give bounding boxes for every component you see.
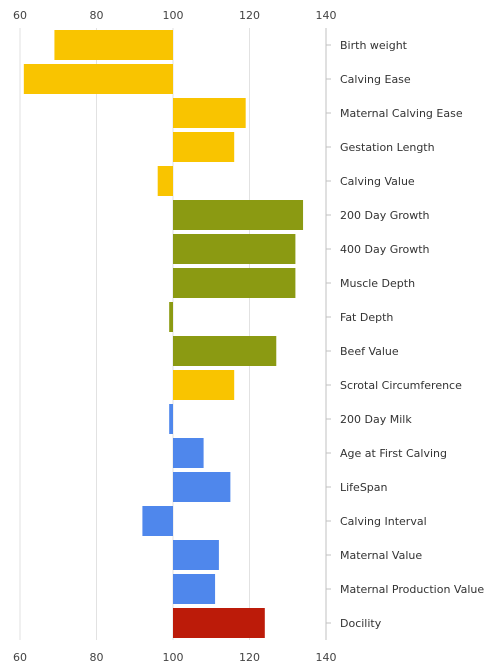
category-labels: Birth weight Calving Ease Maternal Calving…	[340, 39, 484, 630]
bar-maternal-calving-ease	[173, 98, 246, 128]
bar-scrotal-circumference	[173, 370, 235, 400]
category-label: Maternal Production Value	[340, 583, 484, 596]
category-label: Gestation Length	[340, 141, 435, 154]
category-label: Scrotal Circumference	[340, 379, 462, 392]
bar-fat-depth	[169, 302, 173, 332]
x-tick-label-top: 100	[163, 9, 184, 22]
x-tick-label-top: 80	[90, 9, 104, 22]
category-label: Age at First Calving	[340, 447, 447, 460]
bar-maternal-value	[173, 540, 219, 570]
x-tick-label-bottom: 80	[90, 651, 104, 664]
x-tick-label-top: 120	[239, 9, 260, 22]
x-tick-label-bottom: 100	[163, 651, 184, 664]
x-tick-label-top: 60	[13, 9, 27, 22]
category-label: Beef Value	[340, 345, 399, 358]
bar-docility	[173, 608, 265, 638]
axes: 60 60 80 80 100 100 120 120 140 140	[13, 9, 337, 664]
category-label: Calving Value	[340, 175, 415, 188]
bar-age-at-first-calving	[173, 438, 204, 468]
bar-calving-value	[157, 166, 173, 196]
category-label: Calving Ease	[340, 73, 411, 86]
category-label: Docility	[340, 617, 382, 630]
x-tick-label-bottom: 120	[239, 651, 260, 664]
bar-calving-ease	[23, 64, 174, 94]
category-label: Birth weight	[340, 39, 408, 52]
bar-muscle-depth	[173, 268, 296, 298]
bar-gestation-length	[173, 132, 235, 162]
x-tick-label-bottom: 60	[13, 651, 27, 664]
bar-maternal-production-value	[173, 574, 216, 604]
x-tick-label-bottom: 140	[316, 651, 337, 664]
category-label: Fat Depth	[340, 311, 393, 324]
category-label: 200 Day Growth	[340, 209, 430, 222]
bar-400-day-growth	[173, 234, 296, 264]
bar-calving-interval	[142, 506, 173, 536]
x-tick-label-top: 140	[316, 9, 337, 22]
category-label: 200 Day Milk	[340, 413, 412, 426]
category-label: Maternal Calving Ease	[340, 107, 463, 120]
category-label: Calving Interval	[340, 515, 427, 528]
bar-200-day-growth	[173, 200, 304, 230]
bar-lifespan	[173, 472, 231, 502]
category-label: Maternal Value	[340, 549, 422, 562]
category-label: Muscle Depth	[340, 277, 415, 290]
bar-beef-value	[173, 336, 277, 366]
bar-200-day-milk	[169, 404, 173, 434]
bar-birth-weight	[54, 30, 173, 60]
category-label: LifeSpan	[340, 481, 388, 494]
category-label: 400 Day Growth	[340, 243, 430, 256]
bars	[23, 30, 304, 638]
